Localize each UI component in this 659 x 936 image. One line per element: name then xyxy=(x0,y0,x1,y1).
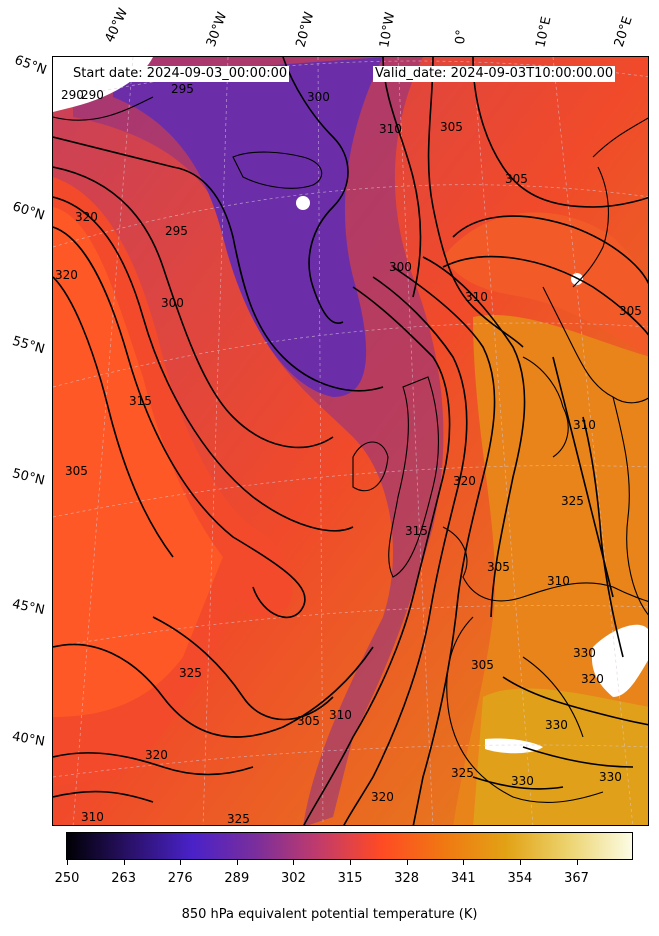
contour-label: 330 xyxy=(573,646,596,660)
colorbar-tickmark xyxy=(350,860,352,865)
colorbar-tick-label: 315 xyxy=(337,871,363,886)
colorbar-tick-label: 263 xyxy=(111,871,137,886)
contour-label: 315 xyxy=(405,524,428,538)
contour-label: 305 xyxy=(505,172,528,186)
colorbar-tick-label: 250 xyxy=(54,871,80,886)
theta-e-field: 290 290 295 300 305 310 305 320 320 295 … xyxy=(53,57,648,826)
lon-tick: 0° xyxy=(453,28,470,45)
lon-tick: 30°W xyxy=(203,10,231,49)
contour-label: 320 xyxy=(453,474,476,488)
contour-label: 305 xyxy=(619,304,642,318)
contour-label: 295 xyxy=(165,224,188,238)
lat-tick: 40°N xyxy=(10,729,46,750)
colorbar-tickmark xyxy=(406,860,408,865)
lon-tick: 10°W xyxy=(377,11,399,50)
contour-label: 290 xyxy=(61,88,84,102)
colorbar-tickmark xyxy=(463,860,465,865)
lat-tick: 60°N xyxy=(10,199,47,224)
colorbar xyxy=(66,832,633,860)
contour-label: 330 xyxy=(545,718,568,732)
contour-label: 320 xyxy=(581,672,604,686)
contour-label: 305 xyxy=(440,120,463,134)
contour-label: 300 xyxy=(307,90,330,104)
colorbar-tick-label: 302 xyxy=(281,871,306,886)
colorbar-tickmark xyxy=(293,860,295,865)
contour-label: 330 xyxy=(599,770,622,784)
contour-label: 305 xyxy=(487,560,510,574)
contour-lines xyxy=(53,57,648,825)
contour-label: 310 xyxy=(81,810,104,824)
lat-tick: 65°N xyxy=(12,52,49,79)
colorbar-tick-label: 276 xyxy=(167,871,193,886)
start-date-label: Start date: 2024-09-03_00:00:00 xyxy=(71,66,290,82)
contour-label: 320 xyxy=(55,268,78,282)
lon-tick: 20°E xyxy=(611,14,636,50)
contour-label: 325 xyxy=(227,812,250,826)
contour-label: 325 xyxy=(561,494,584,508)
graticule xyxy=(53,57,648,825)
contour-label: 310 xyxy=(573,418,596,432)
colorbar-tickmark xyxy=(67,860,68,865)
contour-label: 310 xyxy=(465,290,488,304)
contour-label: 305 xyxy=(65,464,88,478)
contour-label: 310 xyxy=(547,574,570,588)
cold-core-region xyxy=(113,57,383,397)
colorbar-tick-label: 341 xyxy=(450,871,476,886)
lon-tick: 40°W xyxy=(102,6,132,45)
missing-data-patch xyxy=(591,624,648,697)
colorbar-tick-label: 354 xyxy=(507,871,533,886)
colorbar-tickmark xyxy=(236,860,238,865)
colorbar-tickmark xyxy=(519,860,521,865)
contour-label: 295 xyxy=(171,82,194,96)
contour-label: 310 xyxy=(379,122,402,136)
lon-tick: 20°W xyxy=(293,10,318,49)
contour-label: 320 xyxy=(145,748,168,762)
colorbar-tick-label: 367 xyxy=(564,871,589,886)
lat-tick: 55°N xyxy=(10,333,47,358)
contour-label: 325 xyxy=(451,766,474,780)
contour-label: 290 xyxy=(81,88,104,102)
contour-label: 320 xyxy=(371,790,394,804)
valid-date-label: Valid_date: 2024-09-03T10:00:00.00 xyxy=(373,66,616,82)
colorbar-label: 850 hPa equivalent potential temperature… xyxy=(181,907,478,922)
map-panel: 290 290 295 300 305 310 305 320 320 295 … xyxy=(52,56,649,826)
contour-label: 315 xyxy=(129,394,152,408)
colorbar-tick-label: 328 xyxy=(394,871,420,886)
lat-tick: 50°N xyxy=(10,466,47,489)
lat-tick: 45°N xyxy=(10,596,46,619)
contour-label: 300 xyxy=(161,296,184,310)
contour-label: 310 xyxy=(329,708,352,722)
colorbar-tickmark xyxy=(180,860,182,865)
colorbar-tick-label: 289 xyxy=(224,871,250,886)
colorbar-tickmark xyxy=(123,860,125,865)
contour-label: 300 xyxy=(389,260,412,274)
cold-trough-region xyxy=(73,57,444,825)
contour-label: 330 xyxy=(511,774,534,788)
contour-label: 325 xyxy=(179,666,202,680)
contour-label: 320 xyxy=(75,210,98,224)
contour-label: 305 xyxy=(471,658,494,672)
lon-tick: 10°E xyxy=(533,15,555,50)
coastlines xyxy=(53,96,648,803)
contour-label: 305 xyxy=(297,714,320,728)
contour-label-group: 290 290 295 300 305 310 305 320 320 295 … xyxy=(55,82,642,826)
colorbar-tickmark xyxy=(576,860,578,865)
